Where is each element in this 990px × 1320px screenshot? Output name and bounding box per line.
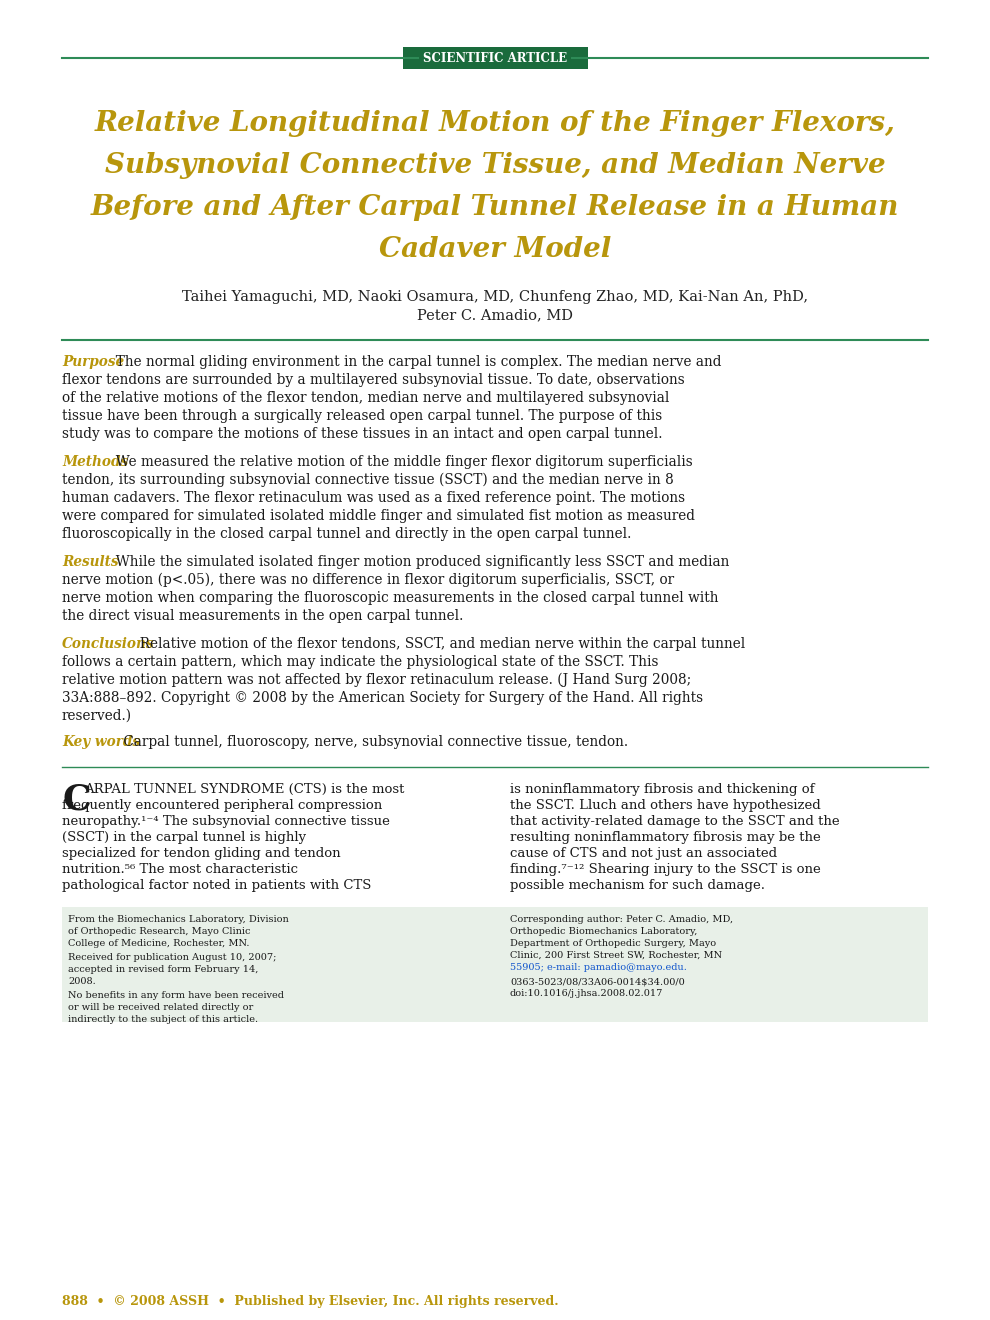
Text: nerve motion when comparing the fluoroscopic measurements in the closed carpal t: nerve motion when comparing the fluorosc… [62,591,719,605]
Text: were compared for simulated isolated middle finger and simulated fist motion as : were compared for simulated isolated mid… [62,510,695,523]
Text: (SSCT) in the carpal tunnel is highly: (SSCT) in the carpal tunnel is highly [62,832,306,843]
Text: 2008.: 2008. [68,977,96,986]
Text: 55905; e-mail: pamadio@mayo.edu.: 55905; e-mail: pamadio@mayo.edu. [510,964,687,972]
Text: College of Medicine, Rochester, MN.: College of Medicine, Rochester, MN. [68,939,249,948]
Text: Corresponding author: Peter C. Amadio, MD,: Corresponding author: Peter C. Amadio, M… [510,915,734,924]
Text: While the simulated isolated finger motion produced significantly less SSCT and : While the simulated isolated finger moti… [107,554,729,569]
Text: of the relative motions of the flexor tendon, median nerve and multilayered subs: of the relative motions of the flexor te… [62,391,669,405]
Text: 0363-5023/08/33A06-0014$34.00/0: 0363-5023/08/33A06-0014$34.00/0 [510,977,685,986]
Text: Cadaver Model: Cadaver Model [379,236,611,263]
Text: Subsynovial Connective Tissue, and Median Nerve: Subsynovial Connective Tissue, and Media… [105,152,885,180]
Text: is noninflammatory fibrosis and thickening of: is noninflammatory fibrosis and thickeni… [510,783,815,796]
Text: doi:10.1016/j.jhsa.2008.02.017: doi:10.1016/j.jhsa.2008.02.017 [510,989,663,998]
Text: From the Biomechanics Laboratory, Division: From the Biomechanics Laboratory, Divisi… [68,915,289,924]
Text: Purpose: Purpose [62,355,124,370]
Text: ARPAL TUNNEL SYNDROME (CTS) is the most: ARPAL TUNNEL SYNDROME (CTS) is the most [84,783,404,796]
Text: of Orthopedic Research, Mayo Clinic: of Orthopedic Research, Mayo Clinic [68,927,250,936]
Text: human cadavers. The flexor retinaculum was used as a fixed reference point. The : human cadavers. The flexor retinaculum w… [62,491,685,506]
Text: frequently encountered peripheral compression: frequently encountered peripheral compre… [62,799,382,812]
Text: SCIENTIFIC ARTICLE: SCIENTIFIC ARTICLE [423,51,567,65]
Text: the direct visual measurements in the open carpal tunnel.: the direct visual measurements in the op… [62,609,463,623]
Text: Received for publication August 10, 2007;: Received for publication August 10, 2007… [68,953,276,962]
Text: follows a certain pattern, which may indicate the physiological state of the SSC: follows a certain pattern, which may ind… [62,655,658,669]
Text: tissue have been through a surgically released open carpal tunnel. The purpose o: tissue have been through a surgically re… [62,409,662,422]
Text: Taihei Yamaguchi, MD, Naoki Osamura, MD, Chunfeng Zhao, MD, Kai-Nan An, PhD,: Taihei Yamaguchi, MD, Naoki Osamura, MD,… [182,290,808,304]
Text: neuropathy.¹⁻⁴ The subsynovial connective tissue: neuropathy.¹⁻⁴ The subsynovial connectiv… [62,814,390,828]
Text: We measured the relative motion of the middle finger flexor digitorum superficia: We measured the relative motion of the m… [107,455,692,469]
Text: Conclusions: Conclusions [62,638,154,651]
FancyBboxPatch shape [403,48,587,69]
Text: Relative Longitudinal Motion of the Finger Flexors,: Relative Longitudinal Motion of the Fing… [95,110,895,137]
Text: Peter C. Amadio, MD: Peter C. Amadio, MD [417,308,573,322]
Text: finding.⁷⁻¹² Shearing injury to the SSCT is one: finding.⁷⁻¹² Shearing injury to the SSCT… [510,863,821,876]
Text: relative motion pattern was not affected by flexor retinaculum release. (J Hand : relative motion pattern was not affected… [62,673,691,688]
Text: Clinic, 200 First Street SW, Rochester, MN: Clinic, 200 First Street SW, Rochester, … [510,950,722,960]
Text: resulting noninflammatory fibrosis may be the: resulting noninflammatory fibrosis may b… [510,832,821,843]
Text: nerve motion (p<.05), there was no difference in flexor digitorum superficialis,: nerve motion (p<.05), there was no diffe… [62,573,674,587]
Text: flexor tendons are surrounded by a multilayered subsynovial tissue. To date, obs: flexor tendons are surrounded by a multi… [62,374,685,387]
Text: accepted in revised form February 14,: accepted in revised form February 14, [68,965,258,974]
Text: tendon, its surrounding subsynovial connective tissue (SSCT) and the median nerv: tendon, its surrounding subsynovial conn… [62,473,674,487]
Text: reserved.): reserved.) [62,709,132,723]
Text: specialized for tendon gliding and tendon: specialized for tendon gliding and tendo… [62,847,341,861]
Text: Methods: Methods [62,455,128,469]
Text: Before and After Carpal Tunnel Release in a Human: Before and After Carpal Tunnel Release i… [91,194,899,220]
Text: 33A:888–892. Copyright © 2008 by the American Society for Surgery of the Hand. A: 33A:888–892. Copyright © 2008 by the Ame… [62,690,703,705]
Text: nutrition.⁵⁶ The most characteristic: nutrition.⁵⁶ The most characteristic [62,863,298,876]
Text: The normal gliding environment in the carpal tunnel is complex. The median nerve: The normal gliding environment in the ca… [107,355,721,370]
Text: Carpal tunnel, fluoroscopy, nerve, subsynovial connective tissue, tendon.: Carpal tunnel, fluoroscopy, nerve, subsy… [119,735,628,748]
Text: Results: Results [62,554,119,569]
Text: Relative motion of the flexor tendons, SSCT, and median nerve within the carpal : Relative motion of the flexor tendons, S… [131,638,745,651]
Text: or will be received related directly or: or will be received related directly or [68,1003,253,1012]
Text: pathological factor noted in patients with CTS: pathological factor noted in patients wi… [62,879,371,892]
Text: 888  •  © 2008 ASSH  •  Published by Elsevier, Inc. All rights reserved.: 888 • © 2008 ASSH • Published by Elsevie… [62,1295,558,1308]
FancyBboxPatch shape [62,907,928,1022]
Text: that activity-related damage to the SSCT and the: that activity-related damage to the SSCT… [510,814,840,828]
Text: C: C [62,783,91,817]
Text: Key words: Key words [62,735,140,748]
Text: possible mechanism for such damage.: possible mechanism for such damage. [510,879,765,892]
Text: No benefits in any form have been received: No benefits in any form have been receiv… [68,991,284,1001]
Text: indirectly to the subject of this article.: indirectly to the subject of this articl… [68,1015,258,1024]
Text: fluoroscopically in the closed carpal tunnel and directly in the open carpal tun: fluoroscopically in the closed carpal tu… [62,527,632,541]
Text: Orthopedic Biomechanics Laboratory,: Orthopedic Biomechanics Laboratory, [510,927,697,936]
Text: the SSCT. Lluch and others have hypothesized: the SSCT. Lluch and others have hypothes… [510,799,821,812]
Text: cause of CTS and not just an associated: cause of CTS and not just an associated [510,847,777,861]
Text: Department of Orthopedic Surgery, Mayo: Department of Orthopedic Surgery, Mayo [510,939,716,948]
Text: study was to compare the motions of these tissues in an intact and open carpal t: study was to compare the motions of thes… [62,426,662,441]
